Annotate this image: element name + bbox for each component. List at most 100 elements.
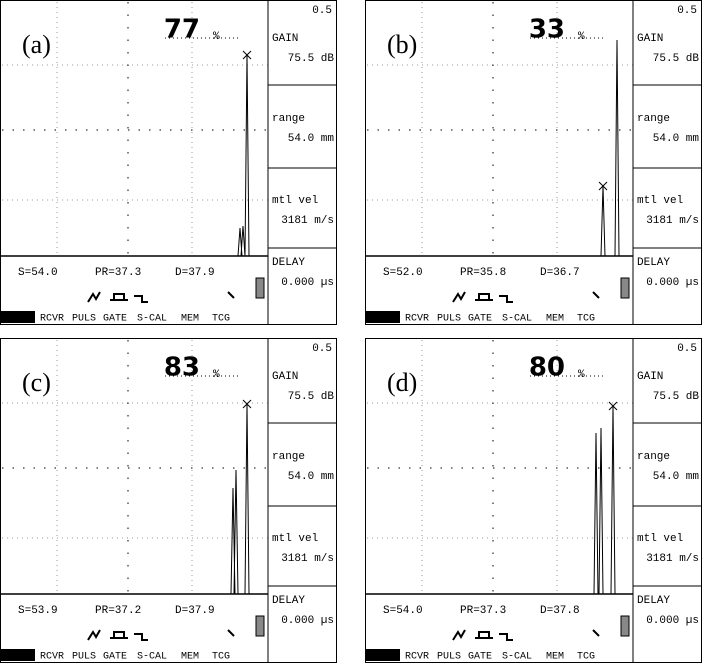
menu-item: S-CAL [502,652,532,663]
setting-label: GAIN [637,371,663,383]
setting-value: 75.5 dB [288,391,335,403]
echo-peak [601,186,605,256]
status-pr: PR=37.2 [95,605,141,617]
status-d: D=37.8 [540,605,580,617]
mode-icons [453,292,599,302]
echo-peak [594,433,598,594]
setting-value: 0.000 µs [646,615,699,627]
mode-icons [88,292,234,302]
amplitude: 33 [529,15,565,45]
setting-label: DELAY [637,595,670,607]
panel-label: (d) [387,368,417,397]
status-s: S=53.9 [18,605,58,617]
menu-item: MEM [181,652,199,663]
menu-item: TCG [577,652,595,663]
status-pr: PR=37.3 [460,605,506,617]
setting-value: 75.5 dB [288,53,335,65]
setting-value: 3181 m/s [646,553,699,565]
menu-item: RCVR [40,652,64,663]
setting-value: 75.5 dB [653,391,700,403]
scale: 0.5 [312,343,332,355]
amplitude: 80 [529,353,565,383]
status-pr: PR=35.8 [460,267,506,279]
menu-item: S-CAL [137,652,167,663]
menu-item: GATE [468,314,492,325]
echo-peak [241,226,245,256]
setting-label: GAIN [272,371,298,383]
setting-value: 54.0 mm [653,133,700,145]
setting-value: 0.000 µs [281,277,334,289]
setting-label: DELAY [272,257,305,269]
status-d: D=37.9 [175,605,215,617]
echo-peak [611,406,615,594]
menu-item: PULS [437,314,461,325]
scale: 0.5 [312,5,332,17]
menu-item: GATE [103,314,127,325]
instrument-panel: (c)83%0.5GAIN75.5 dBrange54.0 mmmtl vel3… [0,338,337,663]
status-s: S=52.0 [383,267,423,279]
setting-value: 54.0 mm [288,471,335,483]
setting-value: 54.0 mm [653,471,700,483]
status-pr: PR=37.3 [95,267,141,279]
setting-label: mtl vel [272,195,318,207]
setting-label: range [637,451,670,463]
setting-label: GAIN [637,33,663,45]
battery-icon [621,616,629,636]
amplitude-unit: % [578,31,585,43]
amplitude: 83 [164,353,200,383]
panel-label: (a) [22,30,51,59]
panel-label: (c) [22,368,51,397]
setting-label: mtl vel [637,533,683,545]
echo-peak [245,404,249,594]
setting-value: 3181 m/s [646,215,699,227]
menu-item: TCG [212,652,230,663]
echo-peak [599,428,603,594]
setting-label: mtl vel [637,195,683,207]
battery-icon [256,616,264,636]
amplitude-unit: % [578,369,585,381]
menu-item: RCVR [405,652,429,663]
menu-item: S-CAL [137,314,167,325]
battery-icon [621,278,629,298]
menu-item: RCVR [405,314,429,325]
status-s: S=54.0 [18,267,58,279]
echo-peak [245,55,249,256]
figure: (a)77%0.5GAIN75.5 dBrange54.0 mmmtl vel3… [0,0,702,663]
status-d: D=37.9 [175,267,215,279]
menu-item: PULS [72,652,96,663]
menu-item: MEM [546,652,564,663]
amplitude-unit: % [213,31,220,43]
menu-item: GATE [103,652,127,663]
menu-item: TCG [212,314,230,325]
mode-icons [88,630,234,640]
panel-label: (b) [387,30,417,59]
setting-label: GAIN [272,33,298,45]
setting-label: DELAY [637,257,670,269]
echo-peak [615,40,619,256]
menu-item: PULS [72,314,96,325]
setting-value: 0.000 µs [646,277,699,289]
setting-value: 0.000 µs [281,615,334,627]
menu-item: RCVR [40,314,64,325]
scale: 0.5 [677,5,697,17]
battery-icon [256,278,264,298]
menu-item: BASIC [2,314,32,325]
setting-label: DELAY [272,595,305,607]
setting-value: 3181 m/s [281,215,334,227]
setting-value: 3181 m/s [281,553,334,565]
mode-icons [453,630,599,640]
menu-item: MEM [546,314,564,325]
menu-item: S-CAL [502,314,532,325]
menu-item: MEM [181,314,199,325]
menu-item: TCG [577,314,595,325]
setting-value: 54.0 mm [288,133,335,145]
menu-item: GATE [468,652,492,663]
instrument-panel: (d)80%0.5GAIN75.5 dBrange54.0 mmmtl vel3… [365,338,702,663]
menu-item: BASIC [367,652,397,663]
status-d: D=36.7 [540,267,580,279]
status-s: S=54.0 [383,605,423,617]
setting-label: range [272,451,305,463]
echo-peak [234,470,238,594]
menu-item: BASIC [2,652,32,663]
